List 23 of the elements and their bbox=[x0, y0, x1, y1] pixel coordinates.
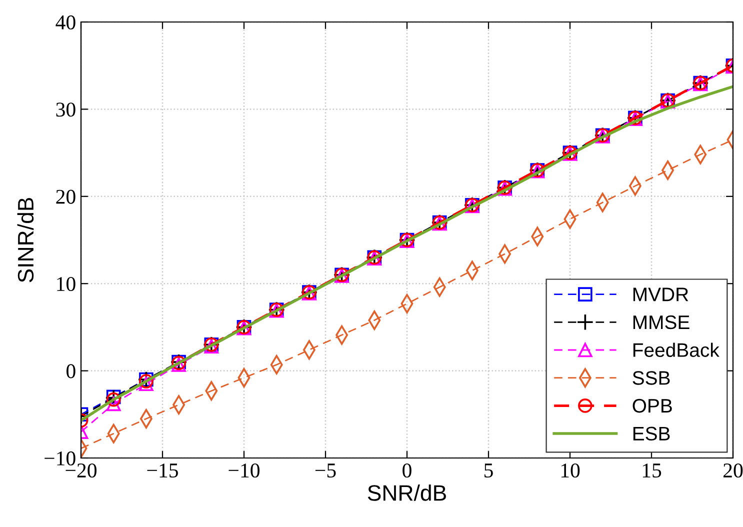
x-tick-label: 0 bbox=[402, 463, 412, 478]
y-axis-title: SINR/dB bbox=[17, 198, 34, 282]
x-tick-label: −5 bbox=[315, 464, 336, 478]
x-axis-title: SNR/dB bbox=[368, 484, 446, 501]
y-tick-label: 40 bbox=[56, 15, 76, 30]
x-tick-label: −20 bbox=[66, 463, 96, 478]
legend-label: MMSE bbox=[633, 315, 690, 330]
legend-label: ESB bbox=[633, 426, 670, 441]
legend-label: SSB bbox=[632, 371, 670, 385]
x-tick-label: −15 bbox=[147, 464, 178, 478]
legend-label: FeedBack bbox=[633, 342, 720, 357]
y-tick-label: 10 bbox=[57, 276, 76, 292]
x-tick-label: −10 bbox=[228, 463, 260, 478]
y-tick-label: 20 bbox=[56, 190, 76, 204]
y-tick-label: −10 bbox=[44, 451, 76, 466]
x-tick-label: 10 bbox=[561, 463, 580, 478]
y-tick-label: 0 bbox=[66, 364, 76, 378]
legend-label: OPB bbox=[632, 398, 672, 413]
x-tick-label: 20 bbox=[724, 463, 743, 478]
legend-label: MVDR bbox=[633, 288, 688, 302]
x-tick-label: 5 bbox=[484, 464, 493, 478]
x-tick-label: 15 bbox=[642, 464, 662, 478]
y-tick-label: 30 bbox=[56, 102, 76, 117]
